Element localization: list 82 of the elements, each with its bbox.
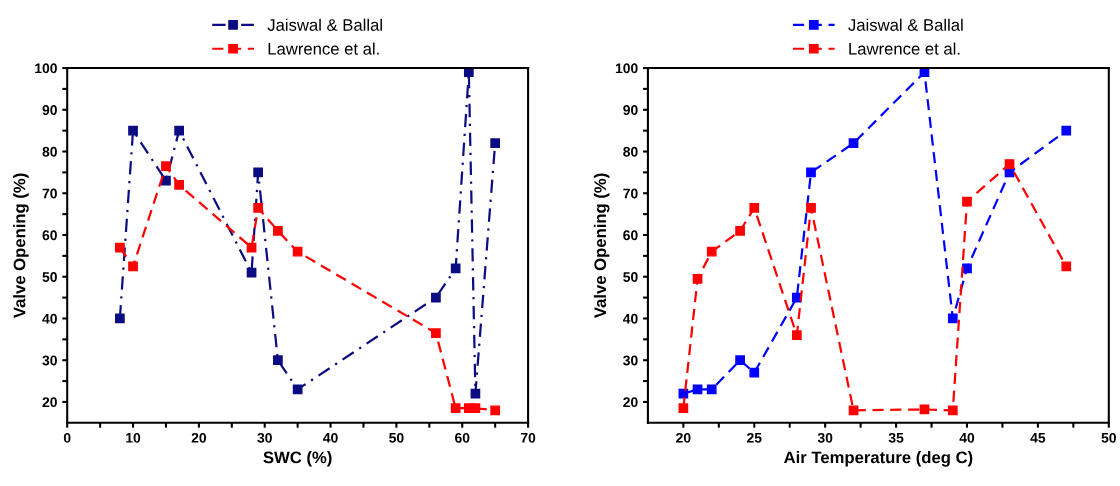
x-tick-label: 30: [257, 432, 272, 443]
point: [706, 384, 717, 395]
x-axis-title: Air Temperature (deg C): [784, 451, 973, 467]
point: [947, 313, 958, 324]
point: [128, 125, 138, 136]
y-tick-label: 100: [615, 63, 638, 74]
point: [450, 403, 461, 414]
point: [128, 261, 138, 272]
y-tick-label: 100: [35, 63, 57, 74]
point: [253, 203, 263, 213]
x-tick-label: 45: [1030, 433, 1046, 443]
y-tick-label: 60: [42, 230, 57, 241]
x-tick-label: 0: [63, 432, 71, 443]
point: [791, 330, 802, 341]
point: [273, 225, 283, 236]
y-tick-label: 40: [622, 313, 638, 324]
point: [115, 313, 125, 324]
point: [273, 355, 283, 366]
point: [692, 273, 703, 284]
point: [848, 405, 859, 416]
y-tick-label: 60: [623, 230, 638, 241]
point: [470, 403, 481, 414]
x-tick-label: 25: [747, 432, 762, 443]
y-tick-label: 40: [42, 313, 57, 324]
x-tick-label: 50: [1101, 432, 1116, 443]
point: [806, 167, 816, 178]
point: [161, 175, 171, 186]
point: [463, 68, 474, 78]
x-tick-label: 35: [888, 432, 904, 443]
point: [431, 292, 441, 303]
point: [962, 196, 972, 207]
x-tick-label: 40: [323, 432, 338, 443]
y-tick-label: 90: [42, 105, 57, 115]
x-tick-label: 20: [676, 432, 691, 443]
y-tick-label: 50: [42, 272, 57, 282]
legend-label: Lawrence et al.: [849, 42, 960, 55]
y-axis-title: Valve Opening (%): [13, 173, 29, 319]
x-tick-label: 30: [817, 432, 833, 443]
x-tick-label: 60: [455, 432, 470, 443]
y-tick-label: 20: [42, 397, 57, 408]
y-tick-label: 30: [623, 355, 638, 366]
point: [1061, 261, 1072, 272]
x-tick-label: 20: [191, 432, 207, 443]
point: [253, 167, 263, 178]
point: [735, 225, 745, 236]
legend-label: Jaiswal & Ballal: [848, 18, 963, 31]
y-tick-label: 20: [623, 397, 638, 408]
y-tick-label: 80: [623, 146, 638, 157]
y-tick-label: 30: [42, 355, 57, 366]
point: [292, 384, 303, 395]
x-tick-label: 50: [389, 432, 404, 443]
point: [749, 367, 760, 378]
point: [490, 405, 501, 416]
point: [735, 355, 745, 366]
point: [115, 242, 125, 253]
x-axis-title: SWC (%): [263, 451, 332, 467]
point: [292, 246, 303, 257]
point: [749, 203, 760, 213]
y-tick-label: 90: [623, 105, 638, 115]
point: [174, 180, 184, 190]
x-tick-label: 40: [959, 432, 975, 443]
point: [947, 405, 958, 416]
point: [706, 246, 717, 257]
legend-label: Jaiswal & Ballal: [267, 18, 382, 31]
y-axis-title: Valve Opening (%): [593, 173, 610, 319]
point: [450, 263, 461, 274]
point: [161, 161, 171, 171]
legend-label: Lawrence et al.: [268, 42, 379, 55]
y-tick-label: 50: [623, 272, 638, 282]
point: [174, 125, 184, 136]
point: [490, 138, 501, 149]
point: [848, 138, 859, 149]
point: [431, 328, 441, 338]
point: [678, 403, 689, 414]
point: [1004, 159, 1015, 169]
point: [806, 203, 816, 213]
y-tick-label: 70: [42, 188, 57, 199]
y-tick-label: 80: [42, 146, 57, 157]
y-tick-label: 70: [623, 188, 638, 199]
point: [1061, 125, 1072, 136]
x-tick-label: 10: [126, 432, 141, 443]
x-tick-label: 70: [520, 432, 536, 443]
